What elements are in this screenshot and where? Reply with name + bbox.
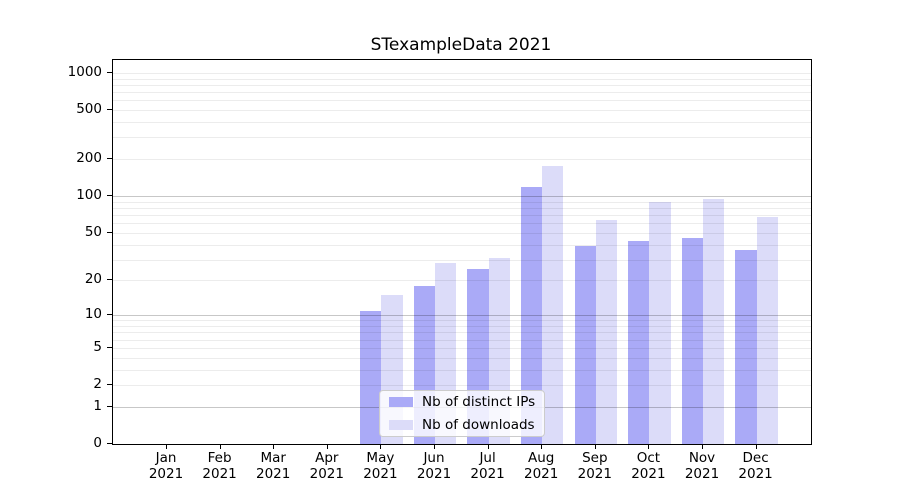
x-tick-label-oct: Oct 2021 — [631, 450, 666, 482]
y-tick-mark — [107, 195, 112, 197]
x-tick-mark — [487, 444, 489, 449]
legend: Nb of distinct IPs Nb of downloads — [379, 390, 545, 437]
legend-swatch-downloads — [389, 420, 413, 430]
x-tick-mark — [702, 444, 703, 449]
x-tick-mark — [380, 444, 382, 449]
y-tick-label-500: 500 — [76, 101, 102, 117]
x-tick-label-nov: Nov 2021 — [684, 450, 720, 482]
y-tick-label-0: 0 — [93, 435, 102, 451]
legend-entry-distinct-ips: Nb of distinct IPs — [389, 394, 544, 410]
x-tick-label-feb: Feb 2021 — [202, 450, 237, 482]
x-tick-label-jul: Jul 2021 — [470, 450, 505, 482]
y-tick-label-2: 2 — [93, 376, 102, 392]
bar-distinct-ips-may — [360, 310, 382, 444]
x-tick-label-mar: Mar 2021 — [256, 450, 291, 482]
bar-downloads-dec — [756, 217, 778, 444]
x-tick-mark — [648, 444, 650, 449]
plot-area — [112, 59, 812, 445]
x-tick-mark — [273, 444, 275, 449]
x-tick-label-jun: Jun 2021 — [416, 450, 452, 482]
y-tick-mark — [107, 158, 112, 160]
legend-entry-downloads: Nb of downloads — [389, 417, 544, 433]
legend-label-distinct-ips: Nb of distinct IPs — [422, 394, 536, 410]
y-tick-mark — [107, 384, 112, 385]
y-tick-label-100: 100 — [76, 187, 102, 204]
x-tick-mark — [434, 444, 435, 449]
bar-distinct-ips-sep — [574, 245, 596, 444]
y-tick-label-20: 20 — [84, 271, 102, 288]
y-tick-mark — [107, 314, 112, 316]
y-tick-mark — [107, 346, 112, 348]
y-tick-label-10: 10 — [84, 306, 102, 323]
y-tick-mark — [107, 71, 112, 73]
gridline-minor — [113, 100, 811, 102]
bar-downloads-aug — [542, 165, 564, 444]
y-tick-mark — [107, 231, 112, 233]
legend-swatch-distinct-ips — [389, 397, 413, 407]
x-tick-mark — [166, 444, 167, 449]
bar-downloads-sep — [595, 219, 618, 444]
y-tick-mark — [107, 443, 112, 444]
x-tick-label-aug: Aug 2021 — [524, 450, 559, 482]
x-tick-mark — [755, 444, 757, 449]
y-tick-label-1: 1 — [93, 397, 102, 414]
x-tick-label-jan: Jan 2021 — [148, 450, 184, 482]
bar-downloads-oct — [649, 202, 671, 444]
bar-downloads-nov — [703, 199, 725, 444]
bar-distinct-ips-oct — [628, 240, 650, 444]
gridline-minor — [113, 72, 811, 74]
chart-title: STexampleData 2021 — [370, 35, 552, 55]
gridline-minor — [113, 78, 811, 80]
y-tick-mark — [107, 109, 112, 110]
gridline-minor — [113, 122, 811, 123]
gridline-minor — [113, 159, 811, 161]
y-tick-mark — [107, 279, 112, 281]
x-tick-label-dec: Dec 2021 — [738, 450, 773, 482]
bar-distinct-ips-nov — [681, 238, 703, 444]
x-tick-label-apr: Apr 2021 — [309, 450, 344, 482]
y-tick-label-1000: 1000 — [67, 63, 102, 80]
x-tick-mark — [219, 444, 221, 449]
gridline-minor — [113, 92, 811, 93]
bar-distinct-ips-aug — [520, 187, 543, 444]
gridline-minor — [113, 110, 811, 111]
x-tick-mark — [541, 444, 543, 449]
x-tick-label-may: May 2021 — [363, 450, 398, 482]
gridline-minor — [113, 137, 811, 139]
bar-distinct-ips-dec — [735, 250, 757, 444]
y-tick-label-50: 50 — [84, 223, 102, 240]
y-tick-label-200: 200 — [76, 150, 102, 167]
legend-label-downloads: Nb of downloads — [422, 417, 535, 433]
y-tick-label-5: 5 — [93, 338, 102, 355]
x-tick-label-sep: Sep 2021 — [577, 450, 612, 482]
y-tick-mark — [107, 405, 112, 407]
gridline-minor — [113, 84, 811, 86]
gridline-major — [113, 196, 811, 198]
x-tick-mark — [594, 444, 596, 449]
x-tick-mark — [326, 444, 328, 449]
